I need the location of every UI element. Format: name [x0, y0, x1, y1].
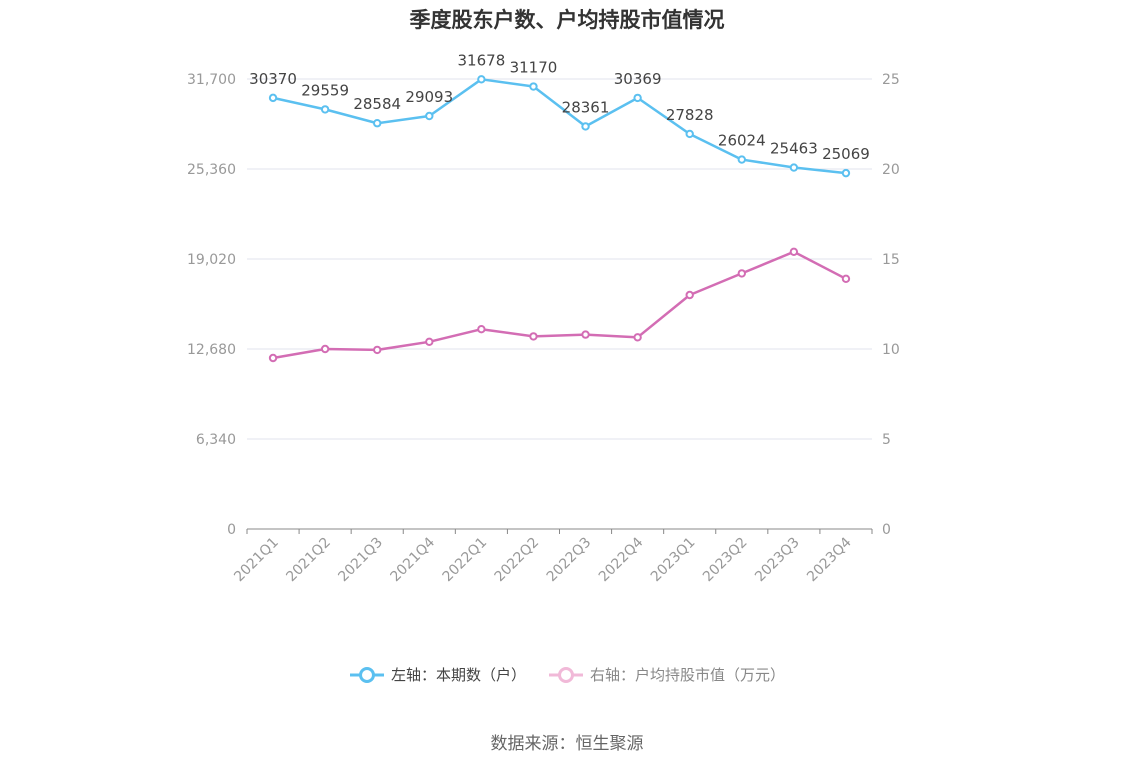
- data-label: 27828: [666, 106, 714, 124]
- holders-point: [841, 168, 851, 178]
- holders-point: [529, 82, 538, 91]
- x-tick-label: 2023Q1: [648, 535, 699, 586]
- avg-value-point: [789, 247, 799, 257]
- legend: 左轴：本期数（户） 右轴：户均持股市值（万元）: [0, 664, 1134, 685]
- data-label: 25069: [822, 145, 870, 163]
- series-layer: [268, 75, 851, 363]
- holders-point: [477, 75, 486, 84]
- avg-value-series-line: [272, 250, 847, 360]
- right-tick-label: 25: [882, 72, 900, 88]
- avg-value-point: [425, 337, 434, 346]
- data-label: 26024: [718, 132, 766, 150]
- avg-value-point: [633, 333, 642, 342]
- x-tick-label: 2023Q2: [700, 535, 751, 586]
- data-label: 30369: [614, 70, 662, 88]
- avg-value-point: [841, 274, 851, 283]
- left-tick-label: 12,680: [187, 342, 236, 358]
- holders-point: [685, 129, 694, 139]
- left-tick-label: 25,360: [187, 162, 236, 178]
- x-tick-label: 2022Q4: [596, 534, 647, 585]
- holders-point: [320, 105, 330, 114]
- data-label: 28361: [562, 98, 610, 116]
- data-label: 31170: [510, 59, 558, 77]
- x-tick-label: 2021Q3: [335, 535, 386, 586]
- source-text: 数据来源：恒生聚源: [490, 734, 644, 754]
- legend-label-right: 右轴：户均持股市值（万元）: [590, 666, 786, 684]
- legend-item-left[interactable]: 左轴：本期数（户）: [349, 664, 526, 685]
- holders-point: [581, 122, 590, 131]
- data-label: 29559: [301, 81, 349, 99]
- data-label: 25463: [770, 140, 818, 158]
- x-tick-label: 2022Q3: [544, 535, 595, 586]
- avg-value-point: [477, 325, 486, 334]
- legend-item-right[interactable]: 右轴：户均持股市值（万元）: [548, 664, 785, 685]
- avg-value-point: [529, 332, 538, 341]
- data-label: 28584: [353, 95, 401, 113]
- legend-label-left: 左轴：本期数（户）: [390, 666, 526, 684]
- legend-swatch-blue-icon: [349, 666, 384, 683]
- chart-title: 季度股东户数、户均持股市值情况: [409, 8, 725, 32]
- left-tick-label: 0: [227, 522, 236, 538]
- right-tick-label: 0: [882, 522, 891, 538]
- x-tick-label: 2022Q2: [492, 535, 543, 586]
- x-tick-label: 2023Q4: [804, 534, 855, 585]
- x-tick-label: 2023Q3: [752, 535, 803, 586]
- data-label: 30370: [249, 70, 297, 88]
- holders-point: [737, 155, 746, 164]
- holders-point: [268, 93, 278, 103]
- left-tick-label: 19,020: [187, 252, 236, 268]
- data-label: 31678: [458, 51, 506, 69]
- avg-value-point: [268, 353, 278, 363]
- holders-series-line: [272, 78, 847, 175]
- right-tick-label: 5: [882, 432, 891, 448]
- right-tick-label: 15: [882, 252, 900, 268]
- holders-point: [425, 111, 434, 121]
- right-tick-label: 10: [882, 342, 900, 358]
- x-tick-label: 2021Q2: [283, 535, 334, 586]
- x-tick-label: 2021Q1: [231, 535, 282, 586]
- avg-value-point: [581, 330, 590, 339]
- x-tick-label: 2022Q1: [440, 535, 491, 586]
- holders-point: [633, 93, 642, 103]
- avg-value-point: [373, 345, 382, 355]
- avg-value-point: [320, 344, 330, 354]
- data-label: 29093: [405, 88, 453, 106]
- avg-value-point: [685, 290, 694, 300]
- avg-value-point: [737, 269, 746, 278]
- x-tick-label: 2021Q4: [388, 534, 439, 585]
- holders-point: [373, 119, 382, 128]
- left-tick-label: 31,700: [187, 72, 236, 88]
- right-tick-label: 20: [882, 162, 900, 178]
- legend-swatch-pink-icon: [549, 666, 583, 683]
- left-tick-label: 6,340: [196, 432, 236, 448]
- holders-point: [789, 163, 799, 172]
